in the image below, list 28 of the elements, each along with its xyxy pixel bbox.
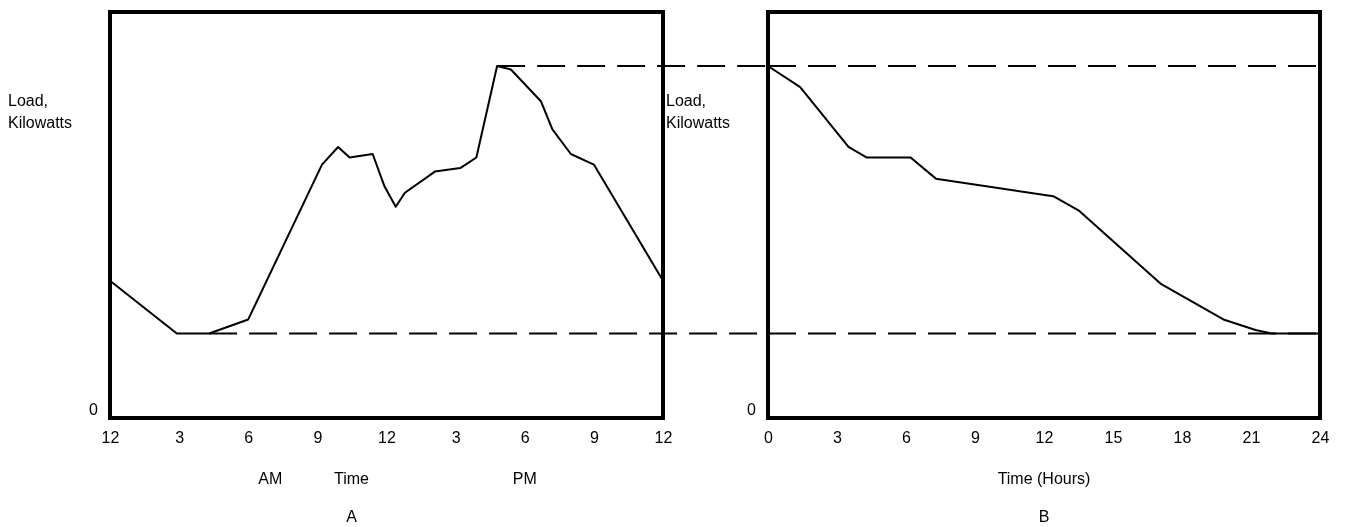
text: 0 bbox=[747, 401, 757, 418]
x-tick-label: 6 bbox=[520, 429, 530, 447]
x-tick-label: 0 bbox=[764, 429, 774, 447]
x-tick-label: 24 bbox=[1311, 429, 1330, 447]
text: 0 bbox=[89, 401, 99, 418]
text: PM bbox=[512, 470, 537, 487]
text: A bbox=[346, 508, 358, 525]
y-axis-title: Load, Kilowatts bbox=[666, 92, 731, 131]
x-tick-label: 6 bbox=[244, 429, 254, 447]
x-tick-label: 12 bbox=[378, 429, 396, 447]
x-tick-label: 12 bbox=[654, 429, 673, 447]
x-tick-label: 3 bbox=[833, 429, 843, 447]
text: B bbox=[1038, 508, 1050, 525]
x-axis-title: Time bbox=[334, 470, 370, 487]
x-tick-label: 12 bbox=[101, 429, 120, 447]
text: AM bbox=[258, 470, 283, 487]
x-tick-label: 9 bbox=[313, 429, 323, 447]
x-tick-label: 9 bbox=[589, 429, 599, 447]
y-axis-title: Load, Kilowatts bbox=[8, 92, 73, 131]
x-tick-label: 18 bbox=[1173, 429, 1192, 447]
x-tick-label: 21 bbox=[1242, 429, 1261, 447]
x-axis-title: Time (Hours) bbox=[997, 470, 1091, 487]
x-tick-label: 15 bbox=[1104, 429, 1123, 447]
x-tick-label: 6 bbox=[902, 429, 912, 447]
x-tick-label: 3 bbox=[451, 429, 461, 447]
x-tick-label: 12 bbox=[1035, 429, 1054, 447]
x-tick-label: 9 bbox=[971, 429, 981, 447]
x-tick-label: 3 bbox=[175, 429, 185, 447]
